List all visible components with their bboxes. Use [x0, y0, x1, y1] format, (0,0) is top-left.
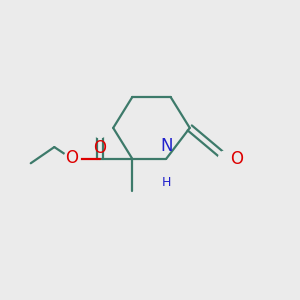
Circle shape: [92, 121, 108, 138]
Text: O: O: [65, 149, 79, 167]
Circle shape: [218, 151, 235, 167]
Text: O: O: [230, 150, 243, 168]
Text: N: N: [160, 137, 172, 155]
Text: O: O: [93, 139, 106, 157]
Circle shape: [64, 151, 80, 167]
Text: H: H: [161, 176, 171, 189]
